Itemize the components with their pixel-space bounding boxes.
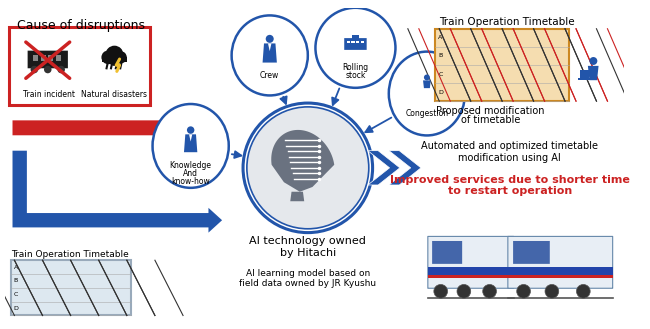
Circle shape (44, 66, 51, 73)
Circle shape (590, 57, 597, 65)
Text: stock: stock (345, 71, 366, 80)
Circle shape (483, 285, 497, 298)
Text: A: A (14, 265, 18, 270)
FancyBboxPatch shape (102, 57, 127, 62)
FancyBboxPatch shape (10, 260, 131, 316)
Polygon shape (263, 43, 277, 63)
Circle shape (434, 285, 448, 298)
Text: know-how: know-how (171, 177, 210, 186)
Circle shape (57, 66, 65, 73)
Circle shape (109, 54, 120, 66)
Text: of timetable: of timetable (461, 115, 521, 125)
Text: AI learning model based on
field data owned by JR Kyushu: AI learning model based on field data ow… (239, 269, 376, 288)
FancyBboxPatch shape (361, 40, 364, 43)
Ellipse shape (389, 52, 465, 136)
Text: Cause of disruptions: Cause of disruptions (17, 19, 145, 32)
FancyBboxPatch shape (41, 55, 46, 61)
FancyBboxPatch shape (347, 40, 350, 43)
FancyBboxPatch shape (578, 78, 591, 80)
Polygon shape (12, 151, 222, 233)
Text: B: B (438, 53, 443, 59)
Text: Train incident: Train incident (23, 90, 75, 99)
FancyBboxPatch shape (33, 55, 38, 61)
Text: And: And (183, 169, 198, 178)
Text: Improved services due to shorter time
to restart operation: Improved services due to shorter time to… (390, 174, 630, 196)
Text: D: D (438, 89, 443, 95)
Circle shape (105, 46, 124, 63)
Text: Congestion: Congestion (406, 109, 448, 118)
Text: Crew: Crew (260, 71, 280, 80)
FancyBboxPatch shape (508, 274, 613, 278)
Text: Knowledge: Knowledge (170, 161, 212, 170)
Circle shape (101, 50, 115, 64)
Text: Rolling: Rolling (343, 63, 369, 72)
Text: Automated and optimized timetable
modification using AI: Automated and optimized timetable modifi… (421, 141, 598, 163)
Polygon shape (389, 151, 421, 185)
Polygon shape (271, 130, 334, 192)
FancyBboxPatch shape (428, 274, 514, 278)
Circle shape (545, 285, 559, 298)
Polygon shape (184, 134, 198, 152)
Ellipse shape (231, 15, 308, 95)
Circle shape (187, 126, 194, 134)
Text: Train Operation Timetable: Train Operation Timetable (439, 17, 575, 27)
Circle shape (31, 66, 38, 73)
FancyBboxPatch shape (356, 40, 359, 43)
Text: Train Operation Timetable: Train Operation Timetable (11, 250, 129, 259)
Circle shape (577, 285, 590, 298)
Circle shape (114, 51, 127, 63)
Polygon shape (12, 114, 217, 141)
FancyBboxPatch shape (344, 38, 367, 50)
Polygon shape (189, 134, 192, 141)
FancyBboxPatch shape (56, 55, 60, 61)
Polygon shape (580, 69, 590, 78)
Polygon shape (268, 43, 272, 51)
Circle shape (247, 107, 369, 229)
FancyBboxPatch shape (432, 241, 462, 264)
FancyBboxPatch shape (48, 55, 53, 61)
Text: by Hitachi: by Hitachi (280, 248, 336, 258)
Text: D: D (14, 306, 18, 311)
FancyBboxPatch shape (428, 237, 514, 288)
FancyBboxPatch shape (352, 40, 355, 43)
FancyBboxPatch shape (8, 27, 150, 105)
Text: Natural disasters: Natural disasters (81, 90, 148, 99)
Text: B: B (14, 278, 18, 284)
Polygon shape (368, 151, 400, 185)
Text: A: A (438, 35, 443, 40)
FancyBboxPatch shape (513, 241, 550, 264)
Text: C: C (14, 292, 18, 297)
FancyBboxPatch shape (508, 237, 613, 288)
FancyBboxPatch shape (28, 51, 68, 68)
Circle shape (457, 285, 471, 298)
FancyBboxPatch shape (436, 29, 569, 101)
Ellipse shape (153, 104, 229, 188)
Text: C: C (438, 71, 443, 77)
Polygon shape (588, 66, 599, 80)
Text: Proposed modification: Proposed modification (436, 106, 545, 116)
Circle shape (266, 35, 274, 43)
Circle shape (243, 103, 372, 233)
Circle shape (424, 74, 430, 80)
FancyBboxPatch shape (428, 267, 514, 274)
FancyBboxPatch shape (352, 36, 359, 39)
Ellipse shape (315, 8, 395, 88)
Polygon shape (291, 192, 304, 201)
Circle shape (517, 285, 530, 298)
FancyBboxPatch shape (508, 267, 613, 274)
Polygon shape (423, 80, 431, 88)
Text: AI technology owned: AI technology owned (250, 237, 366, 246)
